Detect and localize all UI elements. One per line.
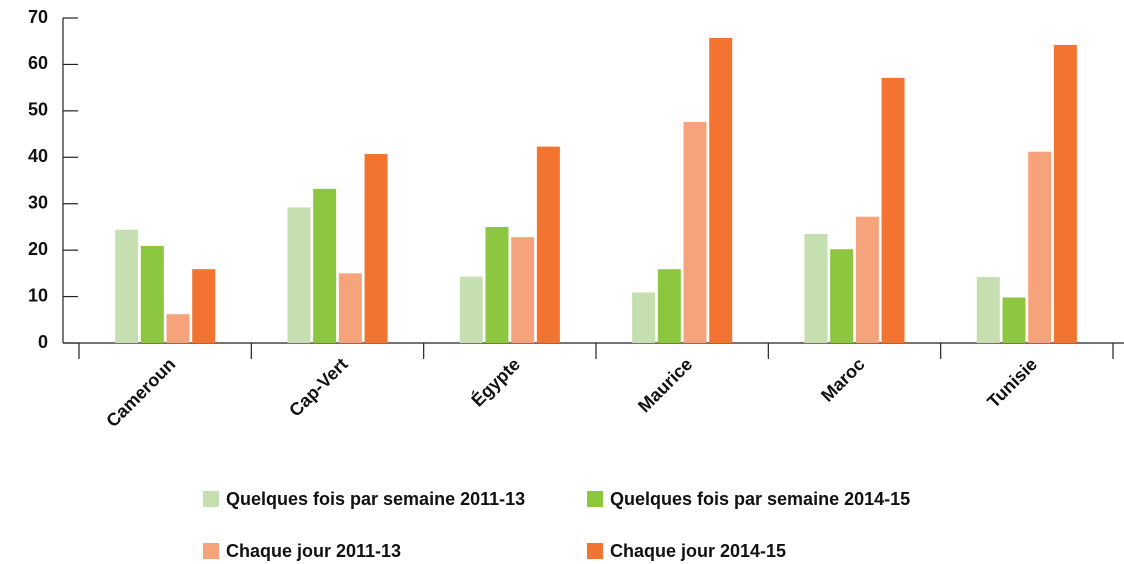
bar [166, 314, 190, 343]
bar [855, 216, 879, 343]
bar [313, 188, 337, 343]
bar [459, 276, 483, 343]
bar [632, 292, 656, 343]
bar [192, 269, 216, 343]
y-tick-label: 50 [28, 100, 48, 120]
x-tick-label: Cameroun [102, 354, 179, 431]
legend-swatch [203, 491, 219, 507]
x-tick-label: Maurice [634, 354, 696, 416]
y-tick-label: 20 [28, 239, 48, 259]
bar [115, 229, 139, 343]
x-tick-label: Maroc [817, 354, 869, 406]
bar [364, 154, 388, 343]
bar [683, 122, 707, 343]
legend-label: Chaque jour 2014-15 [610, 541, 786, 561]
bar [709, 37, 733, 343]
bar [140, 245, 164, 343]
bar [1002, 297, 1026, 343]
legend-swatch [203, 543, 219, 559]
bar [287, 207, 311, 343]
legend-label: Quelques fois par semaine 2014-15 [610, 489, 910, 509]
bar [338, 273, 362, 343]
legend-swatch [587, 491, 603, 507]
y-tick-label: 70 [28, 7, 48, 27]
bar [881, 77, 905, 344]
x-tick-label: Tunisie [983, 354, 1041, 412]
legend-label: Quelques fois par semaine 2011-13 [226, 489, 525, 509]
bar [830, 249, 854, 343]
bar [976, 277, 1000, 343]
bar [536, 146, 560, 343]
bar [657, 269, 681, 343]
y-tick-label: 0 [38, 332, 48, 352]
x-tick-label: Cap-Vert [285, 354, 351, 420]
legend-label: Chaque jour 2011-13 [226, 541, 401, 561]
legend-swatch [587, 543, 603, 559]
y-tick-label: 30 [28, 192, 48, 212]
y-tick-label: 60 [28, 53, 48, 73]
bar [485, 226, 509, 343]
y-tick-label: 40 [28, 146, 48, 166]
x-tick-label: Égypte [467, 353, 524, 410]
bar [1053, 44, 1077, 344]
bar [511, 237, 535, 343]
bar [1028, 151, 1052, 343]
y-tick-label: 10 [28, 285, 48, 305]
bar [804, 233, 828, 343]
